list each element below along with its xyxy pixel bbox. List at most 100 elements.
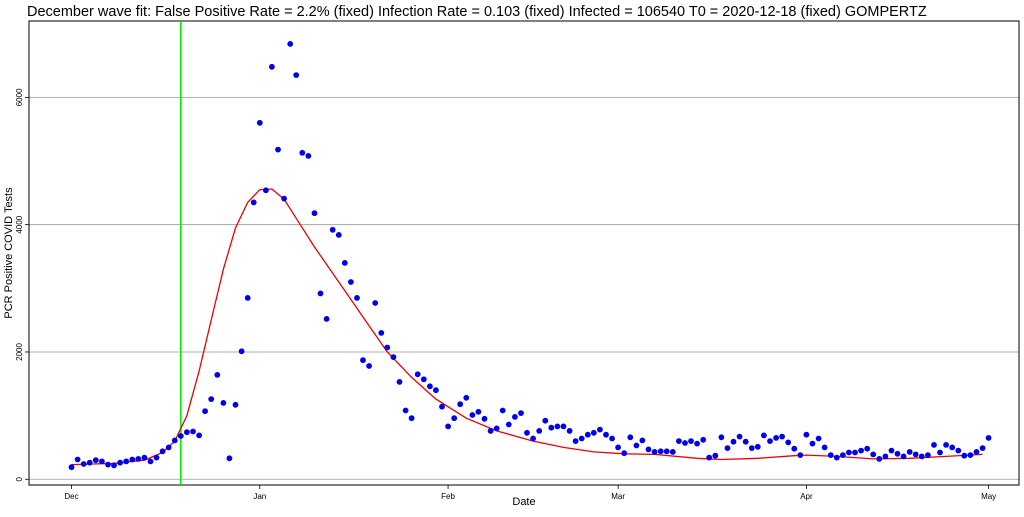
y-axis: 0 2000 4000 6000 — [15, 88, 29, 481]
data-point — [676, 438, 682, 444]
data-point — [651, 449, 658, 455]
data-point — [281, 195, 287, 202]
data-point — [305, 153, 312, 159]
data-point — [584, 431, 591, 438]
y-tick-label: 2000 — [15, 343, 24, 361]
data-point — [360, 357, 366, 364]
data-point — [949, 444, 956, 451]
data-point — [505, 421, 512, 428]
data-point — [117, 459, 123, 466]
data-point — [882, 453, 889, 460]
data-point — [372, 300, 379, 306]
data-point — [512, 414, 518, 420]
data-point — [609, 435, 615, 442]
data-point — [366, 363, 372, 369]
data-point — [299, 149, 306, 156]
data-point — [967, 452, 974, 458]
data-point — [864, 445, 871, 452]
data-point — [238, 348, 245, 355]
x-tick-label: May — [981, 492, 996, 501]
data-point — [433, 387, 439, 394]
y-tick-label: 0 — [15, 476, 24, 481]
data-point — [858, 447, 864, 454]
data-point — [184, 429, 190, 436]
data-point — [68, 464, 75, 471]
data-point — [870, 451, 877, 458]
data-point — [785, 439, 792, 446]
data-point — [809, 440, 816, 447]
data-point — [329, 226, 336, 233]
data-point — [99, 458, 105, 465]
data-point — [341, 260, 348, 266]
plot-frame — [28, 20, 1020, 486]
data-point — [955, 447, 962, 454]
data-point — [912, 451, 919, 458]
data-point — [499, 407, 506, 414]
y-axis-label: PCR Positive COVID Tests — [3, 187, 15, 319]
data-point — [937, 449, 943, 456]
data-point — [590, 429, 597, 436]
data-point — [214, 372, 221, 378]
y-tick-label: 6000 — [15, 88, 24, 106]
data-point — [220, 400, 227, 406]
data-point — [129, 456, 136, 463]
data-point — [803, 431, 810, 438]
data-point — [615, 444, 621, 451]
data-point — [706, 454, 713, 461]
data-point — [226, 455, 233, 462]
data-point — [420, 376, 427, 383]
data-point — [244, 295, 251, 301]
data-point — [378, 330, 385, 336]
data-point — [718, 434, 725, 441]
data-point — [645, 446, 652, 453]
data-point — [973, 449, 980, 455]
data-point — [682, 440, 688, 446]
data-point — [833, 454, 840, 461]
data-point — [931, 442, 937, 448]
data-point — [700, 436, 707, 443]
grid — [29, 96, 1019, 480]
data-point — [457, 401, 464, 408]
data-points — [68, 41, 992, 471]
data-point — [821, 444, 828, 451]
data-point — [111, 462, 117, 469]
data-point — [566, 428, 573, 434]
data-point — [165, 444, 172, 451]
data-point — [153, 454, 160, 461]
x-axis-label: Date — [512, 496, 535, 508]
data-point — [669, 449, 676, 455]
data-point — [147, 458, 154, 465]
data-point — [390, 354, 397, 360]
data-point — [603, 431, 609, 438]
data-point — [445, 423, 451, 430]
data-point — [779, 433, 785, 440]
data-point — [754, 443, 761, 450]
data-point — [384, 344, 391, 351]
data-point — [196, 432, 203, 439]
data-point — [815, 435, 822, 442]
x-tick-label: Dec — [64, 492, 78, 501]
data-point — [263, 187, 269, 194]
data-point — [536, 428, 543, 434]
data-point — [408, 415, 415, 422]
data-point — [293, 72, 300, 78]
data-point — [287, 41, 294, 47]
data-point — [475, 408, 482, 415]
x-tick-label: Mar — [611, 492, 625, 501]
data-point — [208, 396, 215, 402]
data-point — [840, 452, 846, 458]
data-point — [657, 448, 664, 455]
data-point — [171, 437, 178, 444]
data-point — [621, 450, 628, 457]
data-point — [742, 438, 749, 445]
data-point — [256, 119, 263, 126]
data-point — [554, 423, 561, 430]
data-point — [560, 423, 567, 430]
data-point — [159, 448, 166, 455]
data-point — [712, 452, 719, 459]
data-point — [190, 428, 196, 435]
data-point — [918, 453, 925, 460]
data-point — [414, 371, 421, 378]
data-point — [177, 433, 184, 439]
data-point — [269, 63, 275, 70]
